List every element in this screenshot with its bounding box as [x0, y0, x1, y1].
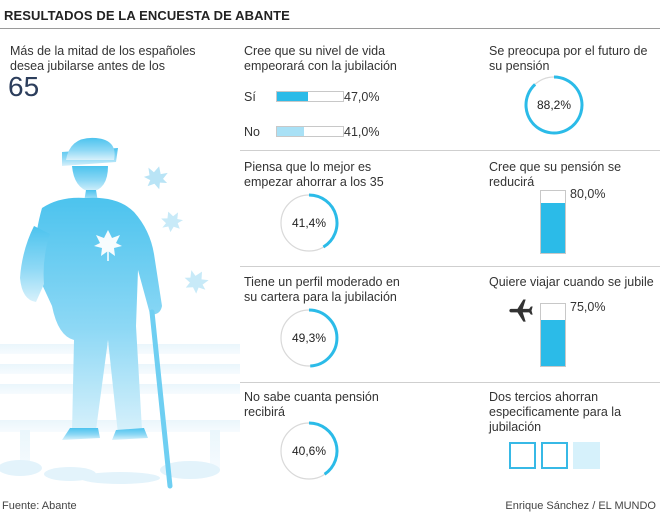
donut-arc: [524, 75, 584, 135]
page-title: RESULTADOS DE LA ENCUESTA DE ABANTE: [4, 8, 290, 23]
square-filled-1: [509, 442, 536, 469]
footer-credit: Enrique Sánchez / EL MUNDO: [505, 500, 656, 512]
vbar-viajar: [541, 319, 565, 366]
cell-title-nivel-vida: Cree que su nivel de vida empeorará con …: [244, 44, 397, 73]
maple-leaf-icon: [184, 270, 209, 294]
cell-title-dos-tercios: Dos tercios ahorran especificamente para…: [489, 390, 622, 434]
row-divider: [240, 266, 660, 267]
cane-shape: [149, 309, 173, 489]
ground-leaves: [0, 460, 220, 484]
intro-number: 65: [8, 71, 40, 102]
donut-futuro-pension: [524, 75, 584, 135]
maple-leaf-icon: [94, 230, 122, 261]
donut-value-futuro-pension: 88,2%: [536, 98, 572, 112]
cell-title-futuro-pension: Se preocupa por el futuro de su pensión: [489, 44, 648, 73]
row-divider: [240, 150, 660, 151]
donut-value-ahorrar-35: 41,4%: [291, 216, 327, 230]
title-divider: [0, 28, 660, 29]
vbar-value-viajar: 75,0%: [570, 300, 606, 314]
bar-label-no: No: [244, 125, 260, 139]
square-empty-3: [573, 442, 600, 469]
cell-title-viajar: Quiere viajar cuando se jubile: [489, 275, 654, 289]
donut-no-sabe-pension: [280, 421, 339, 480]
cell-title-pension-reducira: Cree que su pensión se reducirá: [489, 160, 622, 189]
intro-text: Más de la mitad de los españoles desea j…: [10, 44, 196, 73]
bar-si: [277, 92, 309, 101]
bar-track-no: [276, 126, 344, 137]
elderly-man-illustration: [0, 137, 240, 489]
footer-source: Fuente: Abante: [2, 500, 77, 512]
vbar-pension-reducira: [541, 203, 565, 253]
bar-no: [277, 127, 305, 136]
bar-value-no: 41,0%: [344, 125, 380, 139]
square-filled-2: [541, 442, 568, 469]
bar-value-si: 47,0%: [344, 90, 380, 104]
donut-ahorrar-35: [280, 193, 339, 252]
cell-title-perfil-moderado: Tiene un perfil moderado en su cartera p…: [244, 275, 400, 304]
donut-arc: [308, 193, 339, 249]
vbar-track-pension-reducira: [540, 190, 566, 254]
airplane-icon: [509, 299, 533, 322]
donut-value-no-sabe-pension: 40,6%: [291, 444, 327, 458]
vbar-value-pension-reducira: 80,0%: [570, 187, 606, 201]
donut-value-perfil-moderado: 49,3%: [291, 331, 327, 345]
cell-title-ahorrar-35: Piensa que lo mejor es empezar ahorrar a…: [244, 160, 384, 189]
donut-perfil-moderado: [280, 308, 339, 368]
maple-leaf-icon: [161, 211, 184, 233]
donut-arc: [308, 308, 339, 368]
row-divider: [240, 382, 660, 383]
donut-arc: [308, 421, 339, 476]
bar-track-si: [276, 91, 344, 102]
maple-leaf-icon: [143, 166, 168, 190]
vbar-track-viajar: [540, 303, 566, 367]
bar-label-si: Sí: [244, 90, 256, 104]
cell-title-no-sabe-pension: No sabe cuanta pensión recibirá: [244, 390, 379, 419]
man-silhouette: [20, 137, 162, 440]
